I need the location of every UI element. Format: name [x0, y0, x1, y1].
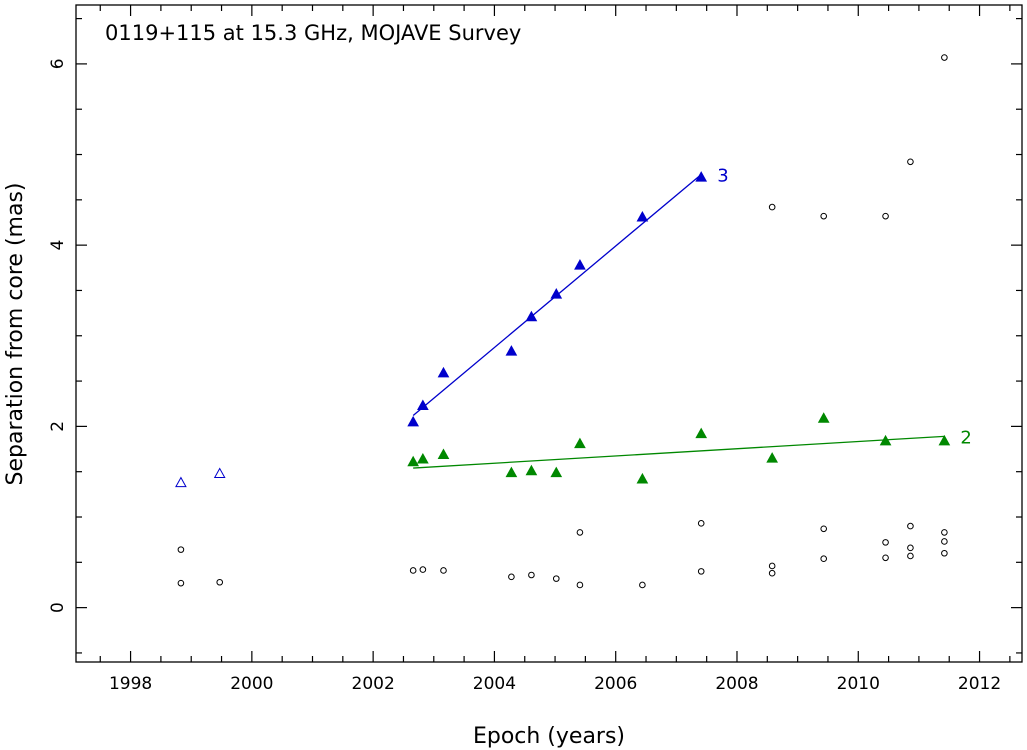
y-axis-title: Separation from core (mas)	[3, 183, 28, 486]
point-2	[766, 452, 779, 463]
x-axis-title: Epoch (years)	[473, 724, 625, 749]
x-tick-label: 2010	[837, 674, 880, 694]
point-other-components	[907, 544, 914, 552]
axis-ticks	[76, 5, 1022, 662]
point-2	[695, 427, 708, 439]
y-tick-label: 4	[48, 240, 68, 251]
point-2	[817, 412, 830, 423]
point-other-components	[941, 54, 948, 61]
point-2	[407, 455, 420, 467]
point-3	[417, 399, 429, 411]
point-2	[574, 437, 586, 449]
point-other-components	[508, 573, 515, 581]
point-other-components	[907, 552, 914, 560]
point-other-components	[941, 549, 948, 557]
point-other-components	[177, 579, 185, 587]
point-other-components	[907, 158, 914, 166]
point-other-components	[639, 581, 646, 589]
point-other-components	[768, 203, 776, 211]
x-tick-label: 2008	[715, 674, 758, 694]
point-other-components	[820, 212, 828, 220]
point-2	[437, 448, 450, 459]
x-tick-label: 1998	[109, 674, 152, 694]
point-other-components	[697, 568, 705, 575]
y-tick-label: 2	[48, 421, 68, 432]
point-3	[550, 288, 563, 299]
x-tick-label: 2006	[594, 674, 637, 694]
point-2	[550, 466, 563, 478]
fit-lines	[412, 173, 945, 469]
x-tick-label: 2002	[352, 674, 395, 694]
point-other-components	[697, 520, 705, 527]
plot-frame	[75, 4, 1023, 663]
series-label-3: 3	[717, 165, 728, 186]
point-3	[505, 345, 518, 356]
point-2	[417, 452, 429, 464]
point-other-components	[820, 525, 828, 533]
chart-title: 0119+115 at 15.3 GHz, MOJAVE Survey	[105, 21, 521, 45]
point-other-components	[177, 546, 185, 553]
point-3	[407, 415, 420, 427]
x-tick-label: 2000	[230, 674, 273, 694]
point-2	[505, 466, 518, 478]
point-other-components	[882, 539, 889, 546]
point-2	[938, 434, 951, 446]
point-other-components	[907, 522, 914, 530]
point-other-components	[576, 581, 584, 589]
point-other-components	[768, 569, 776, 577]
series-labels: 32	[717, 165, 972, 448]
point-other-components	[820, 555, 828, 562]
y-tick-label: 6	[48, 58, 68, 69]
point-3	[437, 366, 450, 378]
fit-line-2	[413, 435, 945, 469]
point-other-components	[941, 538, 948, 545]
data-markers	[175, 54, 951, 589]
y-tick-label: 0	[48, 602, 68, 613]
point-early-components	[213, 467, 226, 479]
point-other-components	[419, 566, 427, 573]
point-other-components	[528, 571, 535, 579]
point-other-components	[552, 575, 560, 582]
axis-tick-labels: 1998 2000 2002 2004 2006 2008 2010 2012 0 2 4 6	[48, 58, 1001, 694]
point-2	[636, 472, 649, 484]
point-3	[574, 259, 586, 270]
point-2	[879, 434, 892, 446]
point-other-components	[768, 562, 776, 570]
x-tick-label: 2012	[958, 674, 1001, 694]
point-other-components	[882, 554, 889, 562]
point-other-components	[409, 567, 417, 574]
point-early-components	[175, 476, 187, 488]
point-other-components	[576, 529, 584, 536]
point-3	[695, 171, 708, 182]
point-2	[525, 464, 538, 476]
point-other-components	[440, 567, 447, 574]
point-other-components	[216, 578, 224, 586]
point-other-components	[882, 212, 889, 220]
point-3	[636, 211, 649, 222]
point-other-components	[941, 529, 948, 536]
x-tick-label: 2004	[473, 674, 516, 694]
series-label-2: 2	[960, 427, 971, 448]
point-3	[525, 310, 538, 322]
